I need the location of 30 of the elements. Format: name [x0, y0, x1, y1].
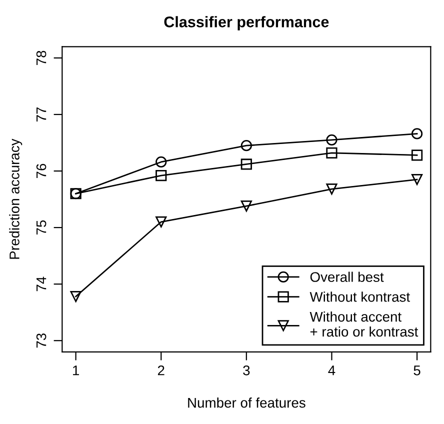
point — [411, 150, 423, 161]
y-tick-label: 75 — [36, 220, 46, 235]
point — [411, 174, 423, 186]
x-axis-title: Number of features — [188, 398, 306, 408]
point — [240, 200, 252, 212]
point — [326, 147, 338, 158]
point — [240, 158, 252, 170]
legend-label: Without kontrast — [310, 292, 410, 302]
point — [240, 140, 252, 152]
point — [70, 290, 82, 302]
point — [326, 184, 338, 195]
point — [156, 216, 167, 228]
x-tick-label: 4 — [328, 366, 336, 376]
y-tick-label: 74 — [36, 276, 46, 292]
y-tick-label: 76 — [36, 164, 46, 178]
y-tick-label: 73 — [36, 334, 46, 348]
x-tick-label: 3 — [243, 365, 250, 376]
y-tick-label: 77 — [36, 107, 46, 122]
x-tick-label: 5 — [414, 366, 420, 376]
x-tick-label: 2 — [158, 365, 164, 376]
point — [326, 134, 338, 146]
point — [156, 170, 167, 182]
legend-label: Without accent + ratio or kontrast — [310, 312, 418, 337]
x-tick-label: 1 — [73, 366, 79, 376]
chart-title: Classifier performance — [164, 16, 329, 30]
point — [156, 156, 167, 168]
point — [411, 128, 423, 140]
y-axis-title: Prediction accuracy — [9, 138, 22, 259]
y-tick-label: 78 — [36, 50, 46, 65]
legend-label: Overall best — [310, 272, 384, 282]
